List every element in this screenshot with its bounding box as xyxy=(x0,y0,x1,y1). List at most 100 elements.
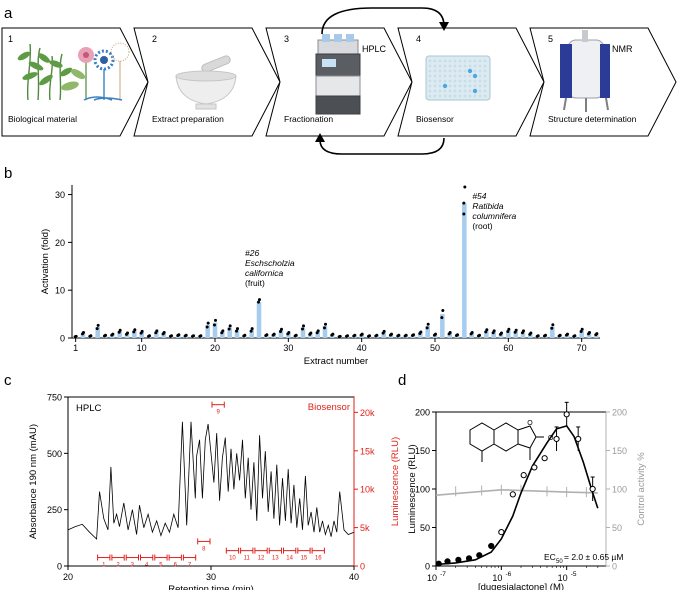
data-point xyxy=(589,485,596,493)
replicate-dot xyxy=(352,334,356,338)
x-tick-label: 20 xyxy=(63,572,73,582)
bar-extract-26 xyxy=(256,302,262,338)
bar-extract-23 xyxy=(234,329,240,338)
well xyxy=(473,94,477,98)
replicate-dot xyxy=(580,327,584,331)
replicate-dot xyxy=(411,334,414,338)
y-tick-label: 150 xyxy=(415,446,430,456)
right-tick-label: 5k xyxy=(360,523,370,533)
loop-arrow-top xyxy=(321,7,445,35)
ec50-value: = 2.0 ± 0.65 µM xyxy=(564,552,623,562)
bar-extract-22 xyxy=(227,327,232,338)
panel-d-label: d xyxy=(398,372,406,389)
nmr-spectrometer-icon xyxy=(560,30,610,112)
well xyxy=(453,89,457,93)
fraction-label-4: 4 xyxy=(145,563,149,569)
well xyxy=(433,74,437,78)
x-tick-label: 10 xyxy=(427,573,437,583)
well xyxy=(448,89,452,93)
plot-frame xyxy=(67,396,355,567)
well xyxy=(428,64,432,68)
hplc-tag: HPLC xyxy=(362,44,387,54)
replicate-dot xyxy=(463,185,467,189)
annotation-part-26: (fruit) xyxy=(245,278,265,288)
right-tick-label: 100 xyxy=(612,485,627,495)
bar-extract-59 xyxy=(498,333,504,338)
x-tick-label: 10 xyxy=(492,573,502,583)
well xyxy=(483,59,487,63)
well xyxy=(463,94,467,98)
fit-curve xyxy=(435,424,599,566)
x-tick-label: 30 xyxy=(283,343,293,353)
replicate-dot xyxy=(557,334,561,338)
well xyxy=(453,64,457,68)
replicate-dot xyxy=(235,329,238,333)
well xyxy=(433,94,437,98)
replicate-dot xyxy=(507,327,511,331)
lactone-ring xyxy=(517,425,537,449)
annotation-id-54: #54 xyxy=(472,191,486,201)
bar-extract-51 xyxy=(440,314,445,338)
replicate-dot xyxy=(96,323,100,327)
replicate-dot xyxy=(521,331,524,335)
fraction-label-7: 7 xyxy=(188,563,192,569)
well xyxy=(428,69,432,73)
well xyxy=(458,84,462,88)
y-tick-label: 30 xyxy=(55,190,65,200)
x-tick-exponent: -7 xyxy=(440,571,446,578)
well xyxy=(433,64,437,68)
plants-icon xyxy=(17,42,130,101)
well xyxy=(448,79,452,83)
well xyxy=(473,64,477,68)
y-tick-label: 0 xyxy=(57,562,62,572)
right-tick-label: 20k xyxy=(360,408,375,418)
data-point xyxy=(476,552,483,559)
well xyxy=(478,74,482,78)
fraction-label-13: 13 xyxy=(272,556,279,562)
replicate-dot xyxy=(426,322,430,326)
well xyxy=(463,79,467,83)
replicate-dot xyxy=(543,334,546,338)
y-tick-label: 10 xyxy=(55,286,65,296)
x-axis-label: Extract number xyxy=(304,356,368,367)
replicate-dot xyxy=(176,334,180,338)
replicate-dot xyxy=(161,332,165,336)
replicate-dot xyxy=(469,332,473,336)
y-axis-label: Luminescence (RLU) xyxy=(407,444,418,533)
well xyxy=(438,64,442,68)
well xyxy=(463,89,467,93)
well xyxy=(433,79,437,83)
data-point xyxy=(509,491,516,498)
absorbance-trace xyxy=(67,421,355,540)
bar-extract-54 xyxy=(462,203,467,338)
replicate-dot xyxy=(491,331,495,335)
well xyxy=(458,94,462,98)
well xyxy=(468,89,472,93)
well xyxy=(428,59,432,63)
nmr-tag: NMR xyxy=(612,44,633,54)
annotation-species-54: columnifera xyxy=(472,211,516,221)
activation-bar-chart: 0 10 20 30 1 10 20 30 40 50 60 70 Extract number Acti… xyxy=(40,185,600,367)
well xyxy=(443,64,447,68)
well xyxy=(443,59,447,63)
loop-arrowhead-top xyxy=(439,22,449,31)
well xyxy=(478,94,482,98)
carbonyl-oxygen: O xyxy=(548,435,554,442)
well xyxy=(483,84,487,88)
replicate-dot xyxy=(302,324,305,328)
replicate-dot xyxy=(191,334,194,338)
replicate-dot xyxy=(403,334,407,338)
well xyxy=(468,74,472,78)
well xyxy=(438,89,442,93)
replicate-dot xyxy=(315,331,319,335)
well xyxy=(443,89,447,93)
well xyxy=(453,84,457,88)
well xyxy=(463,59,467,63)
mortar-pestle-icon xyxy=(175,55,237,110)
replicate-dot xyxy=(154,331,158,335)
annotation-genus-26: Eschscholzia xyxy=(245,258,295,268)
x-tick-exponent: -5 xyxy=(571,571,577,578)
bar-extract-13 xyxy=(161,333,166,338)
x-tick-label: 20 xyxy=(210,343,220,353)
replicate-dot xyxy=(499,332,502,336)
